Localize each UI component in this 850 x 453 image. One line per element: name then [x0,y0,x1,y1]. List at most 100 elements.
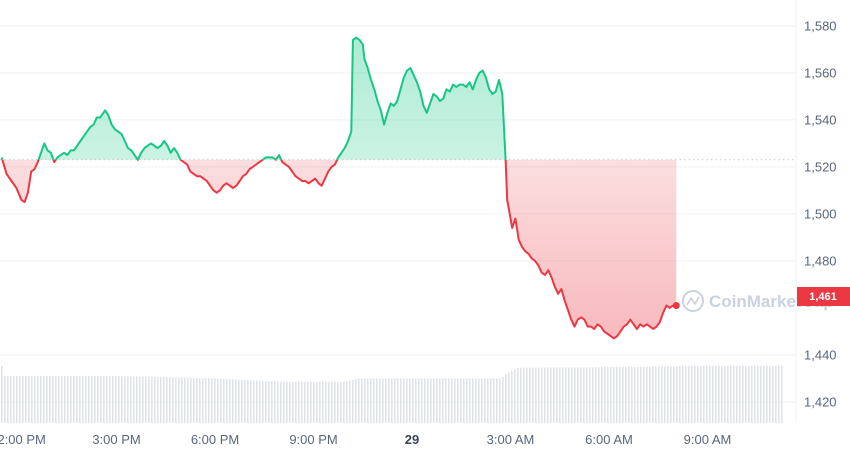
volume-bar [52,376,54,423]
volume-bar [67,376,69,423]
volume-bar [10,376,12,423]
volume-bar [616,366,618,423]
volume-bar [379,378,381,423]
volume-bar [670,366,672,423]
volume-bar [433,378,435,423]
volume-bar [127,376,129,423]
volume-bar [286,381,288,423]
volume-bar [148,376,150,423]
volume-bar [46,376,48,423]
x-tick-label: 3:00 PM [92,432,140,447]
volume-bar [430,378,432,423]
volume-bar [61,376,63,423]
volume-bar [520,367,522,423]
volume-bar [517,367,519,423]
volume-bar [625,366,627,423]
volume-bar [82,376,84,423]
volume-bar [226,378,228,423]
volume-bar [190,377,192,423]
current-price-dot [672,302,680,309]
volume-bar [730,365,732,423]
volume-bar [181,377,183,423]
volume-bar [646,366,648,423]
volume-bar [682,366,684,423]
volume-bar [58,376,60,423]
volume-bar [541,367,543,423]
grid-lines [0,25,796,403]
volume-bar [241,379,243,423]
volume-bar [634,366,636,423]
volume-bar [748,365,750,423]
volume-bar [256,380,258,423]
volume-bar [253,380,255,423]
volume-bar [133,376,135,423]
volume-bar [529,367,531,423]
volume-bar [679,366,681,423]
volume-bar [583,367,585,423]
volume-bar [238,379,240,423]
volume-bar [571,367,573,423]
coinmarketcap-logo-mark-icon [686,296,700,306]
volume-bar [217,378,219,423]
price-area [1,37,677,339]
volume-bar [313,381,315,423]
volume-bar [658,366,660,423]
volume-bar [613,367,615,423]
volume-bar [169,377,171,423]
volume-bar [733,365,735,423]
volume-bar [427,378,429,423]
x-tick-label: 3:00 AM [487,432,535,447]
volume-bar [346,381,348,423]
volume-bar [493,378,495,423]
volume-bar [763,365,765,423]
volume-bar [142,376,144,423]
volume-bar [337,381,339,423]
volume-bar [661,366,663,423]
volume-bar [331,381,333,423]
volume-bar [460,378,462,423]
volume-bar [598,367,600,423]
volume-bar [382,378,384,423]
volume-bar [544,367,546,423]
volume-bar [178,377,180,423]
volume-bar [31,376,33,423]
volume-bar [367,378,369,423]
volume-bar [358,378,360,423]
volume-bar [355,378,357,423]
volume-bar [421,378,423,423]
volume-bar [25,376,27,423]
volume-bar [373,378,375,423]
volume-bar [97,376,99,423]
volume-bar [73,376,75,423]
volume-bar [352,379,354,423]
volume-bar [307,381,309,423]
volume-bar [484,378,486,423]
volume-bar [718,365,720,423]
volume-bar [415,378,417,423]
volume-bar [556,367,558,423]
volume-bar [478,378,480,423]
volume-bar [55,376,57,423]
volume-bar [595,367,597,423]
volume-bar [121,376,123,423]
volume-bar [526,367,528,423]
x-tick-label: 9:00 PM [289,432,337,447]
volume-bar [316,381,318,423]
volume-bar [232,379,234,423]
volume-bar [292,381,294,423]
volume-bar [694,366,696,423]
volume-bar [706,365,708,423]
volume-bar [550,367,552,423]
volume-bar [592,367,594,423]
volume-bar [364,378,366,423]
volume-bar [151,376,153,423]
volume-bar [163,377,165,423]
volume-bar [394,378,396,423]
volume-bar [340,381,342,423]
current-price-badge: 1,461 [797,287,850,306]
volume-bar [280,381,282,423]
volume-bar [586,367,588,423]
volume-bar [385,378,387,423]
x-axis-ticks: 12:00 PM 3:00 PM 6:00 PM 9:00 PM 29 3:00 AM 6:… [0,432,731,447]
